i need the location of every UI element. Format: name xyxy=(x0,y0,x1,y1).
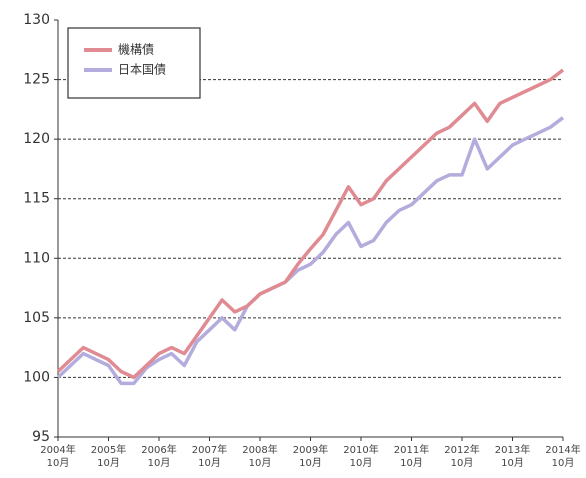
x-tick-label-line: 2010年 xyxy=(343,443,378,456)
y-tick-label: 95 xyxy=(32,429,50,445)
x-tick-label: 2007年 10月 xyxy=(192,443,227,469)
series-line xyxy=(56,116,565,386)
x-tick-label: 2011年 10月 xyxy=(394,443,429,469)
x-tick-label: 2012年 10月 xyxy=(444,443,479,469)
x-tick-label-line: 10月 xyxy=(299,457,322,469)
x-tick-label-line: 2007年 xyxy=(192,443,227,456)
x-tick-label: 2009年 10月 xyxy=(293,443,328,469)
x-tick-label: 2004年 10月 xyxy=(40,443,75,469)
x-tick-label-line: 10月 xyxy=(451,457,474,469)
x-tick-label-line: 10月 xyxy=(501,457,524,469)
x-tick-label-line: 10月 xyxy=(400,457,423,469)
y-tick-label: 110 xyxy=(23,250,50,266)
x-tick-label-line: 2005年 xyxy=(91,443,126,456)
x-tick-label-line: 10月 xyxy=(47,457,70,469)
x-tick-label: 2013年 10月 xyxy=(495,443,530,469)
series-line xyxy=(56,68,565,380)
x-tick-label-line: 2006年 xyxy=(141,443,176,456)
x-tick-label-line: 2014年 xyxy=(545,443,580,456)
x-tick-label-line: 10月 xyxy=(198,457,221,469)
x-tick-label-line: 2004年 xyxy=(40,443,75,456)
y-tick-label: 130 xyxy=(23,12,50,28)
x-tick-label: 2008年 10月 xyxy=(242,443,277,469)
y-tick-label: 125 xyxy=(23,72,50,88)
x-tick-label-line: 10月 xyxy=(552,457,575,469)
x-tick-label-line: 2009年 xyxy=(293,443,328,456)
y-tick-label: 100 xyxy=(23,369,50,385)
y-tick-label: 120 xyxy=(23,131,50,147)
x-tick-label-line: 2011年 xyxy=(394,443,429,456)
y-tick-label: 115 xyxy=(23,191,50,207)
x-tick-label-line: 2012年 xyxy=(444,443,479,456)
x-tick-label: 2010年 10月 xyxy=(343,443,378,469)
x-tick-label: 2005年 10月 xyxy=(91,443,126,469)
x-tick-label: 2014年 10月 xyxy=(545,443,580,469)
x-tick-label-line: 10月 xyxy=(97,457,120,469)
legend-box xyxy=(67,27,201,99)
x-tick-label-line: 10月 xyxy=(350,457,373,469)
x-tick-label-line: 2013年 xyxy=(495,443,530,456)
legend-label: 日本国債 xyxy=(118,62,166,77)
x-tick-label-line: 10月 xyxy=(148,457,171,469)
x-tick-label-line: 10月 xyxy=(249,457,272,469)
y-tick-label: 105 xyxy=(23,310,50,326)
x-tick-label-line: 2008年 xyxy=(242,443,277,456)
x-tick-label: 2006年 10月 xyxy=(141,443,176,469)
legend-label: 機構債 xyxy=(118,42,154,57)
